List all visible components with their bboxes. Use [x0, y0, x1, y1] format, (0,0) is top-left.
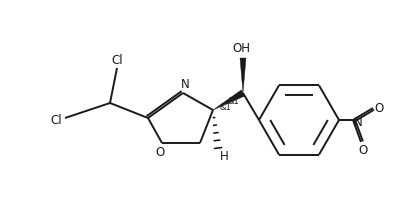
Text: O: O	[374, 101, 384, 114]
Text: N: N	[181, 79, 189, 92]
Text: Cl: Cl	[50, 114, 62, 127]
Text: N: N	[354, 116, 362, 129]
Polygon shape	[213, 90, 245, 110]
Polygon shape	[240, 58, 246, 93]
Text: &1: &1	[227, 97, 239, 105]
Text: O: O	[358, 144, 368, 158]
Text: OH: OH	[232, 42, 250, 55]
Text: O: O	[155, 146, 165, 159]
Text: Cl: Cl	[111, 54, 123, 67]
Text: H: H	[220, 150, 228, 163]
Text: &1: &1	[219, 102, 231, 112]
